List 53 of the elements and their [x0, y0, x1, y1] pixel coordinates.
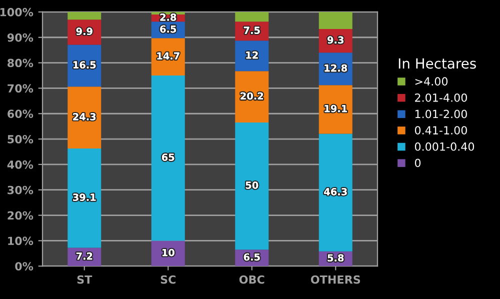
y-tick-label: 80% [8, 58, 34, 68]
y-tick-label: 20% [8, 211, 34, 220]
legend-label: 0.001-0.40 [414, 142, 474, 151]
data-label: 7.5 [244, 26, 260, 34]
legend-label: 0.41-1.00 [414, 126, 467, 134]
bar [68, 148, 102, 248]
x-tick-label: OBC [239, 275, 264, 284]
x-tick-label: SC [160, 275, 176, 284]
bar [318, 134, 352, 252]
y-tick-label: 10% [8, 236, 34, 246]
y-tick-label: 90% [7, 33, 34, 42]
y-tick-label: 30% [8, 186, 34, 194]
y-tick-label: 50% [8, 135, 34, 144]
data-label: 24.3 [73, 113, 96, 120]
data-label: 9.9 [76, 28, 92, 35]
y-tick-label: 40% [7, 160, 34, 169]
bar [318, 12, 352, 29]
data-label: 7.2 [76, 252, 92, 260]
data-label: 16.5 [73, 61, 96, 69]
x-tick-label: ST [77, 275, 92, 284]
data-label: 20.2 [240, 92, 264, 100]
data-label: 39.1 [73, 194, 96, 201]
legend-label: 1.01-2.00 [415, 110, 467, 118]
data-label: 65 [162, 154, 174, 161]
data-label: 12 [246, 51, 258, 59]
bar [68, 86, 102, 148]
y-tick-label: 60% [8, 110, 34, 118]
data-label: 6.5 [160, 25, 176, 33]
bar [318, 85, 352, 134]
legend-label: >4.00 [415, 77, 448, 86]
bar [235, 40, 269, 72]
bar [235, 122, 269, 250]
data-label: 10 [162, 248, 174, 256]
y-tick-label: 0% [15, 262, 34, 270]
data-label: 19.1 [324, 104, 347, 112]
data-label: 50 [246, 182, 258, 189]
y-tick-label: 70% [8, 84, 34, 93]
data-label: 46.3 [324, 188, 347, 196]
legend-label: 2.01-4.00 [415, 93, 467, 102]
y-tick-label: 100% [0, 8, 34, 16]
data-label: 9.3 [328, 36, 344, 44]
data-label: 14.7 [157, 52, 180, 60]
data-label: 12.8 [324, 64, 348, 72]
x-tick-label: OTHERS [310, 275, 360, 284]
bar [235, 71, 269, 123]
bar [235, 12, 269, 22]
data-label: 2.8 [160, 14, 176, 21]
data-label: 6.5 [244, 253, 260, 261]
legend-label: 0 [414, 158, 421, 168]
bar [151, 76, 185, 241]
legend-title: In Hectares [398, 58, 476, 69]
bar [68, 12, 102, 20]
data-label: 5.8 [328, 254, 344, 262]
